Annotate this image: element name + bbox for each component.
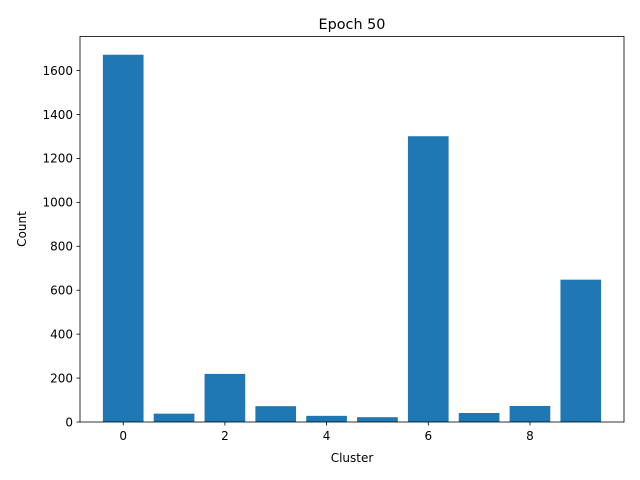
y-tick-label: 1600 — [42, 64, 73, 78]
y-tick-label: 600 — [50, 284, 73, 298]
x-axis-label: Cluster — [331, 451, 374, 465]
y-axis-label: Count — [15, 211, 29, 247]
plot-frame — [79, 36, 625, 423]
bar-cluster-6 — [407, 136, 449, 422]
bar-cluster-2 — [204, 373, 246, 422]
bar-cluster-4 — [306, 415, 347, 422]
y-tick-label: 400 — [50, 327, 73, 341]
y-tick-label: 800 — [50, 240, 73, 254]
bar-cluster-0 — [102, 54, 144, 422]
x-tick-label: 6 — [424, 429, 432, 443]
y-tick-label: 1400 — [42, 108, 73, 122]
y-tick-label: 1200 — [42, 152, 73, 166]
bar-cluster-8 — [509, 405, 551, 422]
bar-cluster-9 — [560, 279, 602, 422]
x-tick-label: 2 — [221, 429, 229, 443]
bars-group — [102, 54, 602, 422]
x-axis-ticks: 0 2 4 6 8 — [119, 422, 534, 443]
y-tick-label: 0 — [65, 415, 73, 429]
x-tick-label: 8 — [526, 429, 534, 443]
chart-title: Epoch 50 — [319, 17, 386, 33]
y-axis-ticks: 0 200 400 600 800 1000 1200 1400 1600 — [42, 64, 80, 429]
y-tick-label: 1000 — [42, 196, 73, 210]
x-tick-label: 0 — [119, 429, 127, 443]
x-tick-label: 4 — [323, 429, 331, 443]
bar-cluster-3 — [255, 406, 297, 422]
bar-cluster-7 — [458, 412, 500, 422]
bar-cluster-5 — [357, 417, 398, 422]
y-tick-label: 200 — [50, 371, 73, 385]
bar-cluster-1 — [153, 413, 195, 422]
